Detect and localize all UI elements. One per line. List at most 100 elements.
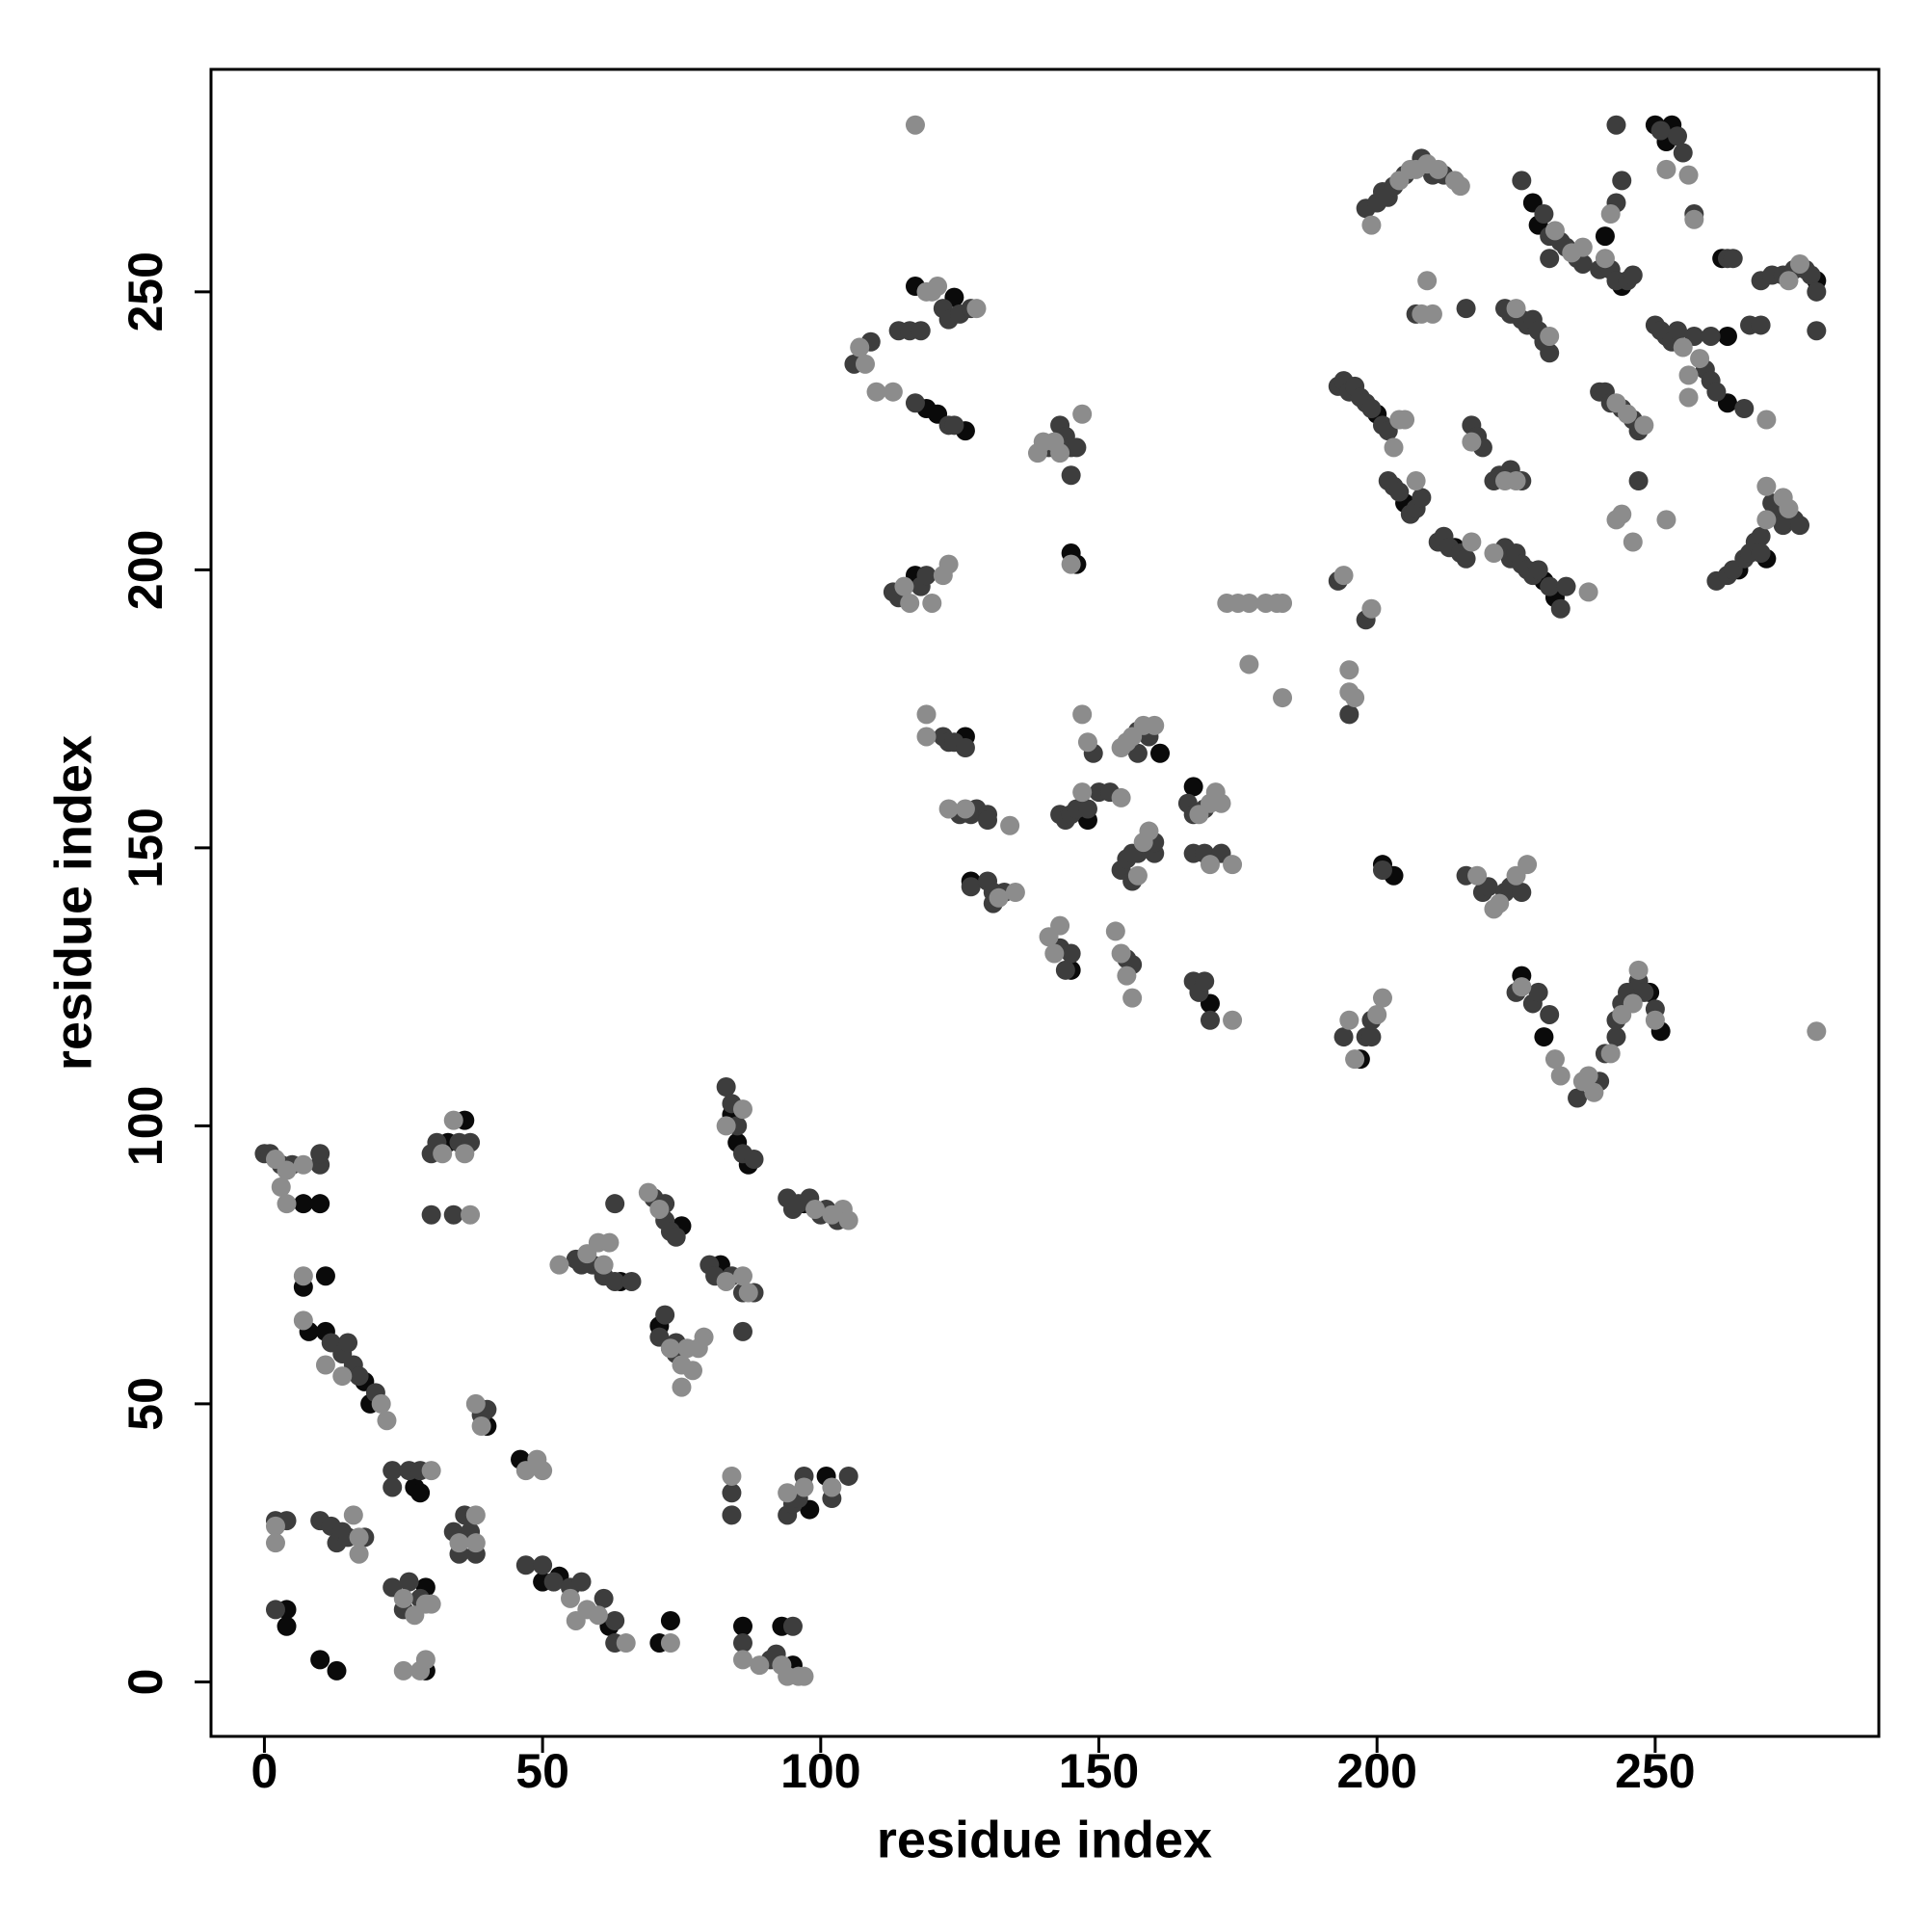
point: [916, 566, 937, 586]
point: [533, 1555, 553, 1575]
point: [1122, 988, 1143, 1008]
point: [778, 1483, 798, 1503]
point: [455, 1144, 475, 1164]
point: [1544, 1049, 1565, 1070]
point: [1367, 1004, 1387, 1024]
point: [415, 1650, 436, 1670]
point: [938, 799, 959, 819]
point: [1372, 860, 1392, 880]
point: [571, 1572, 592, 1592]
point: [465, 1505, 486, 1525]
point: [1061, 943, 1081, 964]
point: [1568, 1088, 1588, 1108]
point: [1044, 943, 1065, 964]
point: [905, 115, 925, 135]
point: [1550, 598, 1571, 619]
point: [588, 1605, 608, 1626]
point: [1540, 576, 1560, 596]
point: [1656, 159, 1676, 179]
y-tick-label: 0: [119, 1669, 172, 1696]
point: [1395, 410, 1415, 430]
point: [1050, 443, 1070, 463]
point: [1650, 120, 1671, 141]
point: [1200, 855, 1220, 875]
point: [1389, 482, 1410, 502]
point: [722, 1483, 742, 1503]
point: [694, 1327, 714, 1347]
point: [1361, 215, 1382, 235]
point: [738, 1283, 758, 1303]
point: [1756, 476, 1777, 496]
point: [449, 1533, 469, 1553]
point: [265, 1600, 285, 1620]
point: [393, 1588, 413, 1608]
point: [1667, 321, 1687, 341]
x-tick-label: 0: [251, 1744, 278, 1798]
point: [660, 1610, 680, 1630]
point: [1595, 226, 1615, 247]
point: [1600, 1044, 1621, 1064]
point: [916, 727, 937, 747]
point: [1223, 1010, 1243, 1030]
point: [905, 393, 925, 413]
x-axis-title: residue index: [877, 1811, 1212, 1868]
point: [1211, 793, 1231, 813]
point: [1756, 510, 1777, 530]
point: [666, 1227, 686, 1247]
point: [1550, 1066, 1571, 1086]
point: [1200, 1010, 1220, 1030]
point: [433, 1144, 453, 1164]
point: [332, 1366, 353, 1387]
point: [421, 1594, 441, 1614]
point: [1690, 349, 1710, 369]
point: [1540, 1004, 1560, 1024]
point: [955, 738, 975, 758]
point: [922, 593, 942, 613]
point: [1673, 337, 1693, 357]
point: [1467, 865, 1488, 886]
point: [1623, 532, 1643, 552]
point: [1339, 660, 1359, 680]
x-tick-label: 150: [1059, 1744, 1139, 1798]
point: [1678, 365, 1699, 385]
point: [716, 1116, 736, 1136]
point: [605, 1271, 625, 1291]
point: [465, 1393, 486, 1414]
point: [1462, 432, 1482, 452]
point: [744, 1150, 764, 1170]
point: [315, 1355, 335, 1375]
point: [621, 1271, 642, 1291]
point: [794, 1477, 814, 1497]
point: [1628, 471, 1649, 491]
point: [1751, 526, 1771, 546]
point: [938, 554, 959, 574]
point: [1005, 883, 1025, 903]
point: [1656, 510, 1676, 530]
point: [1578, 582, 1598, 602]
point: [543, 1572, 564, 1592]
point: [1628, 960, 1649, 980]
point: [1339, 1010, 1359, 1030]
point: [1606, 1027, 1626, 1047]
point: [683, 1361, 703, 1381]
point: [722, 1505, 742, 1525]
point: [560, 1588, 580, 1608]
point: [1239, 654, 1259, 675]
point: [1701, 326, 1721, 346]
point: [1540, 326, 1560, 346]
point: [989, 887, 1009, 908]
point: [1055, 960, 1075, 980]
point: [1406, 471, 1426, 491]
point: [732, 1099, 752, 1120]
point: [1578, 1066, 1598, 1086]
point: [265, 1533, 285, 1553]
y-tick-label: 50: [119, 1377, 172, 1431]
point: [1512, 977, 1532, 997]
point: [1273, 593, 1293, 613]
point: [732, 1650, 752, 1670]
point: [1127, 865, 1148, 886]
point: [1111, 787, 1131, 807]
point: [461, 1204, 481, 1225]
point: [1684, 209, 1704, 229]
point: [1618, 404, 1638, 424]
